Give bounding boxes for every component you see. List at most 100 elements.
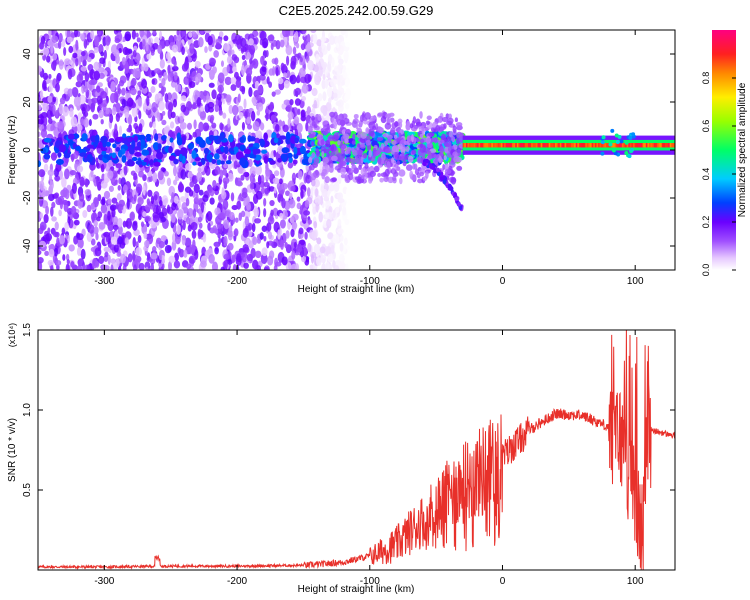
heatmap-cell (48, 248, 55, 258)
heatmap-cell (321, 79, 326, 90)
heatmap-cell (158, 100, 165, 111)
colorbar-tick-label: 0.4 (701, 168, 711, 181)
heatmap-cell (217, 72, 225, 84)
heatmap-cell (121, 87, 126, 96)
heatmap-cell (282, 124, 289, 133)
heatmap-cell (302, 159, 310, 165)
heatmap-cell (76, 264, 83, 270)
heatmap-cell (362, 153, 368, 159)
heatmap-cell (291, 172, 297, 183)
heatmap-cell (50, 265, 54, 270)
heatmap-cell (261, 225, 268, 232)
heatmap-cell (294, 87, 301, 96)
heatmap-cell (151, 102, 158, 112)
heatmap-cell (248, 87, 253, 98)
heatmap-cell (157, 143, 162, 150)
heatmap-cell (80, 50, 86, 57)
heatmap-cell (447, 183, 452, 189)
heatmap-cell (169, 137, 174, 143)
y-tick-label: 0.5 (22, 483, 33, 497)
heatmap-cell (229, 211, 235, 221)
heatmap-cell (412, 163, 416, 170)
heatmap-cell (72, 87, 78, 93)
heatmap-cell (65, 263, 70, 270)
heatmap-cell (64, 58, 71, 66)
heatmap-cell (152, 121, 157, 129)
heatmap-cell (394, 154, 402, 161)
heatmap-cell (200, 105, 204, 112)
heatmap-cell (339, 156, 344, 162)
heatmap-cell (360, 156, 364, 164)
heatmap-cell (167, 101, 174, 112)
heatmap-cell (171, 57, 175, 65)
heatmap-cell (206, 153, 213, 161)
heatmap-cell (82, 210, 88, 218)
heatmap-cell (176, 224, 181, 235)
heatmap-cell (252, 236, 258, 245)
heatmap-cell (181, 63, 189, 72)
heatmap-cell (311, 230, 317, 242)
heatmap-cell (104, 35, 111, 46)
heatmap-cell (327, 232, 334, 240)
heatmap-cell (631, 132, 636, 137)
heatmap-cell (456, 165, 463, 171)
heatmap-cell (255, 190, 263, 200)
heatmap-cell (131, 106, 138, 118)
heatmap-cell (288, 192, 293, 200)
heatmap-cell (135, 160, 143, 165)
heatmap-cell (443, 123, 447, 129)
heatmap-cell (131, 156, 138, 162)
heatmap-cell (289, 74, 297, 85)
heatmap-cell (142, 102, 147, 113)
heatmap-cell (183, 249, 188, 258)
heatmap-cell (332, 92, 338, 99)
heatmap-cell (186, 72, 190, 79)
heatmap-cell (124, 31, 132, 42)
heatmap-cell (243, 149, 252, 155)
heatmap-cell (379, 177, 384, 183)
heatmap-cell (320, 138, 325, 146)
heatmap-cell (339, 160, 347, 167)
snr-x-label: Height of straight line (km) (298, 584, 415, 595)
colorbar-label: Normalized spectral amplitude (737, 82, 748, 217)
heatmap-cell (66, 259, 70, 265)
snr-panel: -300 -200 -100 0 100 0.51.01.5 Height of str… (7, 323, 676, 595)
heatmap-cell (168, 155, 176, 161)
heatmap-cell (61, 227, 66, 235)
heatmap-cell (316, 39, 323, 47)
heatmap-cell (347, 203, 352, 210)
heatmap-cell (278, 195, 284, 202)
heatmap-cell (191, 230, 197, 239)
heatmap-cell (81, 133, 88, 141)
heatmap-cell (321, 151, 325, 158)
heatmap-cell (386, 134, 393, 140)
heatmap-cell (232, 263, 237, 270)
heatmap-cell (50, 152, 58, 161)
heatmap-cell (113, 49, 120, 57)
heatmap-cell (111, 106, 117, 116)
heatmap-cell (63, 201, 69, 212)
heatmap-cell (322, 73, 326, 81)
heatmap-cell (55, 162, 62, 173)
heatmap-cell (344, 218, 350, 226)
heatmap-cell (115, 146, 121, 152)
heatmap-cell (191, 103, 198, 110)
heatmap-cell (100, 203, 108, 214)
heatmap-cell (43, 153, 51, 160)
heatmap-cell (110, 236, 118, 245)
x-tick: 0 (500, 330, 506, 587)
heatmap-cell (203, 147, 210, 155)
heatmap-cell (189, 42, 195, 54)
heatmap-cell (107, 198, 112, 205)
heatmap-cell (246, 116, 251, 124)
heatmap-cell (331, 57, 335, 68)
heatmap-cell (444, 142, 450, 148)
heatmap-cell (313, 244, 321, 255)
heatmap-cell (198, 189, 204, 196)
heatmap-cell (266, 76, 270, 85)
heatmap-cell (38, 227, 44, 235)
heatmap-cell (293, 116, 300, 125)
heatmap-cell (255, 164, 263, 176)
heatmap-cell (281, 256, 288, 266)
heatmap-cell (405, 164, 413, 171)
